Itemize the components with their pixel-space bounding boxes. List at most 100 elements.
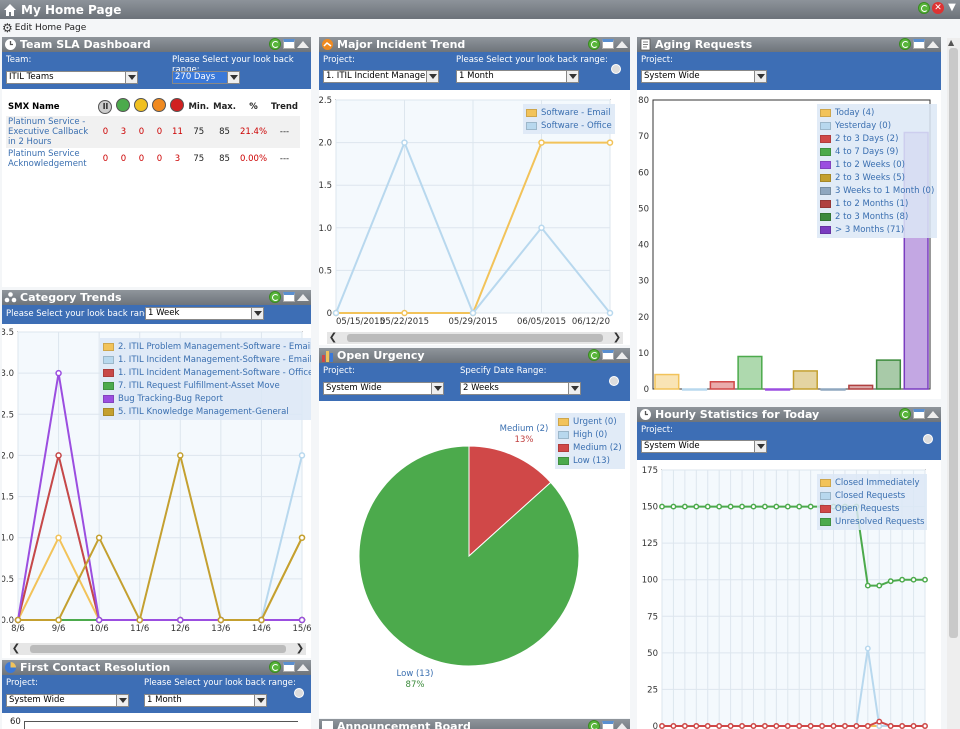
legend-item[interactable]: Unresolved Requests xyxy=(820,515,924,528)
options-icon[interactable] xyxy=(294,688,304,698)
legend-item[interactable]: 1 to 2 Weeks (0) xyxy=(820,158,934,171)
portlet-header[interactable]: Major Incident Trend xyxy=(319,37,630,52)
collapse-icon[interactable] xyxy=(297,40,309,48)
options-icon[interactable] xyxy=(611,64,621,74)
collapse-icon[interactable] xyxy=(927,410,939,418)
options-icon[interactable] xyxy=(609,376,619,386)
legend-item[interactable]: Today (4) xyxy=(820,106,934,119)
refresh-icon[interactable] xyxy=(588,720,600,729)
legend-item[interactable]: Open Requests xyxy=(820,502,924,515)
range-select[interactable]: 270 Days xyxy=(172,71,240,84)
legend-item[interactable]: High (0) xyxy=(558,428,622,441)
bar xyxy=(848,384,874,390)
legend-item[interactable]: 2. ITIL Problem Management-Software - Em… xyxy=(103,340,311,353)
legend-item[interactable]: 2 to 3 Months (8) xyxy=(820,210,934,223)
close-icon[interactable]: ✕ xyxy=(932,2,944,14)
legend-item[interactable]: 3 Weeks to 1 Month (0) xyxy=(820,184,934,197)
range-select[interactable]: 1 Month xyxy=(144,694,267,707)
legend-item[interactable]: 2 to 3 Days (2) xyxy=(820,132,934,145)
window-icon[interactable] xyxy=(913,39,925,49)
legend-item[interactable]: Software - Office xyxy=(526,119,612,132)
window-icon[interactable] xyxy=(602,39,614,49)
window-icon[interactable] xyxy=(913,409,925,419)
window-icon[interactable] xyxy=(283,39,295,49)
page-scrollbar[interactable]: ▲ xyxy=(947,38,960,729)
legend-item[interactable]: 7. ITIL Request Fulfillment-Asset Move xyxy=(103,379,311,392)
legend-item[interactable]: 1. ITIL Incident Management-Software - E… xyxy=(103,353,311,366)
scroll-right-icon[interactable]: ❯ xyxy=(612,332,622,343)
collapse-icon[interactable] xyxy=(616,351,628,359)
scroll-up-icon[interactable]: ▲ xyxy=(948,38,955,47)
legend-item[interactable]: 2 to 3 Weeks (5) xyxy=(820,171,934,184)
project-select[interactable]: System Wide xyxy=(323,382,444,395)
legend-label: 5. ITIL Knowledge Management-General xyxy=(118,406,289,417)
legend-item[interactable]: Yesterday (0) xyxy=(820,119,934,132)
page-title: My Home Page xyxy=(21,2,122,17)
collapse-icon[interactable] xyxy=(616,40,628,48)
project-select[interactable]: System Wide xyxy=(641,70,767,83)
smx-link[interactable]: Platinum Service Acknowledgement xyxy=(8,149,87,169)
data-point xyxy=(899,576,906,583)
legend-item[interactable]: Medium (2) xyxy=(558,441,622,454)
window-icon[interactable] xyxy=(283,292,295,302)
range-select[interactable]: 1 Week xyxy=(145,307,264,320)
nodes-icon xyxy=(4,291,17,304)
window-icon[interactable] xyxy=(602,350,614,360)
legend-item[interactable]: 5. ITIL Knowledge Management-General xyxy=(103,405,311,418)
refresh-icon[interactable] xyxy=(899,408,911,420)
horizontal-scrollbar[interactable]: ❮ ❯ xyxy=(10,643,306,655)
portlet-header[interactable]: Team SLA Dashboard xyxy=(2,37,311,52)
project-select[interactable]: 1. ITIL Incident Manageme xyxy=(323,70,439,83)
collapse-icon[interactable] xyxy=(927,40,939,48)
scroll-right-icon[interactable]: ❯ xyxy=(295,643,305,654)
horizontal-scrollbar[interactable]: ❮ ❯ xyxy=(327,332,623,344)
collapse-icon[interactable] xyxy=(297,293,309,301)
chevron-down-icon[interactable]: ▼ xyxy=(948,2,956,13)
window-icon[interactable] xyxy=(602,721,614,729)
team-select[interactable]: ITIL Teams xyxy=(6,71,138,84)
legend-item[interactable]: Closed Requests xyxy=(820,489,924,502)
collapse-icon[interactable] xyxy=(616,722,628,729)
project-select[interactable]: System Wide xyxy=(6,694,129,707)
portlet-header[interactable]: First Contact Resolution xyxy=(2,660,311,675)
legend-item[interactable]: 4 to 7 Days (9) xyxy=(820,145,934,158)
range-select[interactable]: 2 Weeks xyxy=(460,382,581,395)
range-select[interactable]: 1 Month xyxy=(456,70,579,83)
data-point xyxy=(55,369,62,377)
refresh-icon[interactable] xyxy=(918,2,930,14)
scroll-left-icon[interactable]: ❮ xyxy=(11,643,21,654)
portlet-header[interactable]: Aging Requests xyxy=(637,37,941,52)
legend-item[interactable]: Closed Immediately xyxy=(820,476,924,489)
cell: 3 xyxy=(174,154,181,164)
page-scroll-thumb[interactable] xyxy=(949,48,958,638)
portlet-header[interactable]: Category Trends xyxy=(2,290,311,305)
refresh-icon[interactable] xyxy=(269,38,281,50)
project-select[interactable]: System Wide xyxy=(641,440,767,453)
legend-item[interactable]: Urgent (0) xyxy=(558,415,622,428)
legend-item[interactable]: 1 to 2 Months (1) xyxy=(820,197,934,210)
options-icon[interactable] xyxy=(923,434,933,444)
window-icon[interactable] xyxy=(283,662,295,672)
scroll-thumb[interactable] xyxy=(30,645,286,653)
scroll-left-icon[interactable]: ❮ xyxy=(328,332,338,343)
legend-item[interactable]: Bug Tracking-Bug Report xyxy=(103,392,311,405)
scroll-thumb[interactable] xyxy=(347,334,603,342)
refresh-icon[interactable] xyxy=(588,349,600,361)
trend-icon xyxy=(321,38,334,51)
portlet-header[interactable]: Open Urgency xyxy=(319,348,630,363)
legend-item[interactable]: Low (13) xyxy=(558,454,622,467)
portlet-header[interactable]: Announcement Board xyxy=(319,719,630,729)
portlet-header[interactable]: Hourly Statistics for Today xyxy=(637,407,941,422)
refresh-icon[interactable] xyxy=(269,661,281,673)
y-tick-label: 0.0 xyxy=(2,616,14,626)
edit-home-page-link[interactable]: ⚙ Edit Home Page xyxy=(0,20,960,36)
data-point xyxy=(704,503,711,510)
refresh-icon[interactable] xyxy=(899,38,911,50)
refresh-icon[interactable] xyxy=(269,291,281,303)
collapse-icon[interactable] xyxy=(297,663,309,671)
smx-link[interactable]: Platinum Service - Executive Callback in… xyxy=(6,116,97,148)
legend-item[interactable]: > 3 Months (71) xyxy=(820,223,934,236)
legend-item[interactable]: Software - Email xyxy=(526,106,612,119)
legend-item[interactable]: 1. ITIL Incident Management-Software - O… xyxy=(103,366,311,379)
refresh-icon[interactable] xyxy=(588,38,600,50)
